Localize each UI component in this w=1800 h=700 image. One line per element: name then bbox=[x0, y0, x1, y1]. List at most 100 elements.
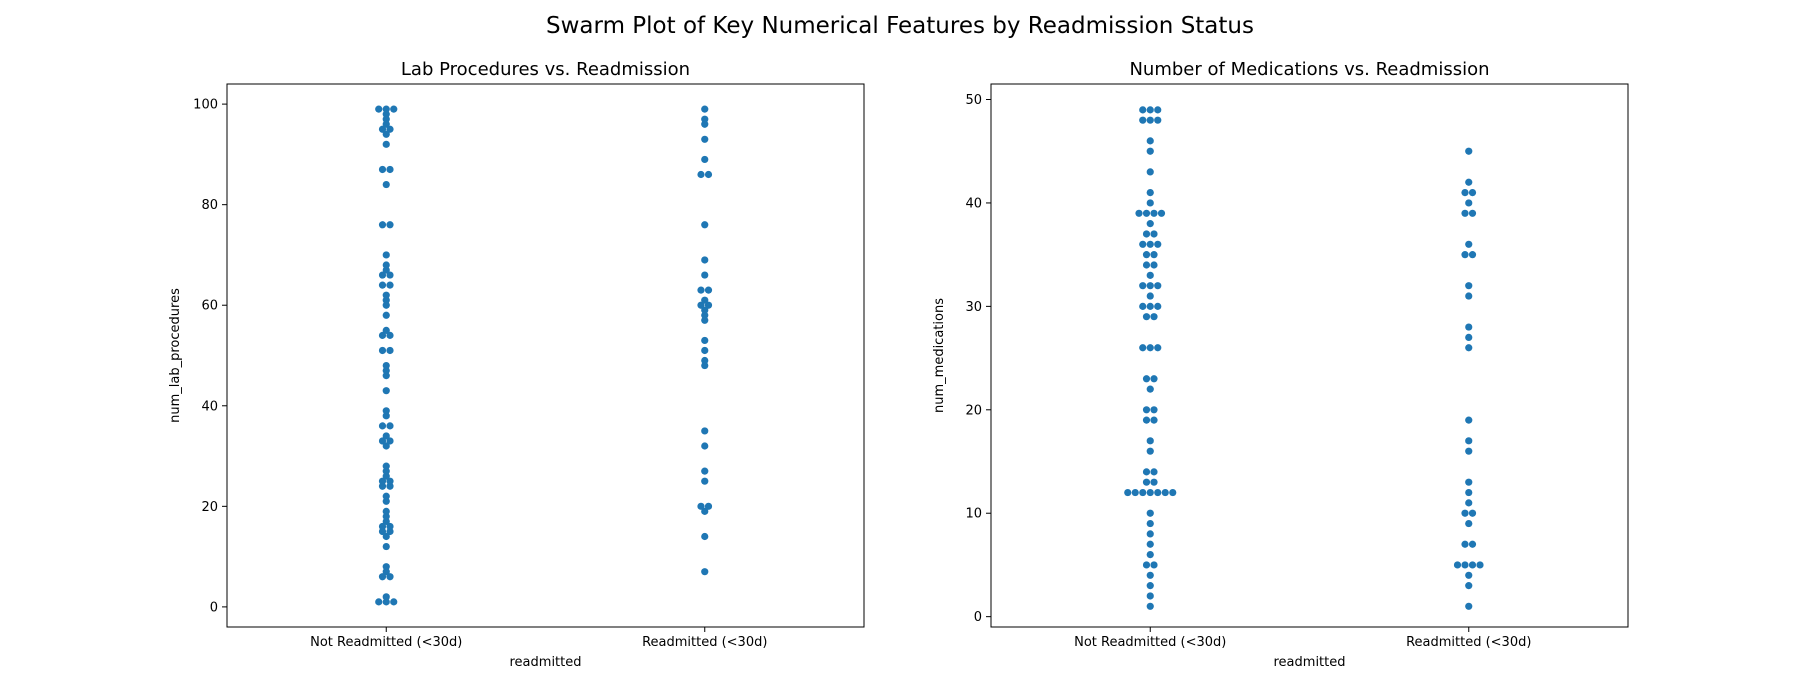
data-point bbox=[1461, 509, 1469, 517]
data-point bbox=[1465, 571, 1473, 579]
data-point bbox=[1465, 240, 1473, 248]
data-point bbox=[701, 467, 709, 475]
data-point bbox=[1146, 344, 1154, 352]
data-point bbox=[386, 422, 394, 430]
data-point bbox=[1161, 488, 1169, 497]
data-point bbox=[1146, 240, 1154, 248]
data-point bbox=[382, 568, 390, 576]
data-point bbox=[382, 512, 390, 520]
data-point bbox=[1146, 551, 1154, 559]
data-point bbox=[386, 477, 394, 485]
data-point bbox=[1142, 416, 1151, 424]
data-point bbox=[375, 598, 383, 606]
data-point bbox=[701, 427, 709, 435]
data-point bbox=[704, 301, 713, 309]
data-point bbox=[1465, 488, 1473, 497]
data-point bbox=[704, 286, 713, 294]
plot-frame bbox=[226, 83, 865, 628]
lab-procedures-swarm-plot: 0 20 40 60 80 100 Not Readmitted (<30d) Readmit… bbox=[168, 59, 865, 670]
y-tick-label: 20 bbox=[201, 500, 218, 515]
x-tick-label: Not Readmitted (<30d) bbox=[310, 635, 462, 650]
data-point bbox=[378, 477, 387, 485]
data-point bbox=[1146, 530, 1154, 538]
data-point bbox=[1465, 602, 1473, 610]
data-point bbox=[382, 372, 390, 380]
y-tick-label: 40 bbox=[201, 399, 218, 414]
data-point bbox=[382, 361, 390, 370]
data-point bbox=[386, 482, 394, 490]
data-point bbox=[382, 532, 390, 541]
data-point bbox=[386, 346, 394, 355]
data-point bbox=[1468, 209, 1477, 217]
data-point bbox=[378, 281, 387, 289]
data-point bbox=[1146, 302, 1154, 310]
data-point bbox=[382, 251, 390, 259]
data-point bbox=[1150, 375, 1158, 383]
data-point bbox=[382, 140, 390, 148]
data-point bbox=[386, 165, 394, 174]
data-point bbox=[382, 462, 390, 470]
data-point bbox=[1157, 209, 1166, 217]
data-point bbox=[1139, 282, 1147, 290]
data-point bbox=[386, 527, 394, 536]
data-point bbox=[1150, 468, 1158, 476]
data-point bbox=[1146, 540, 1154, 548]
data-point bbox=[382, 296, 390, 304]
data-point bbox=[1146, 571, 1154, 579]
data-point bbox=[1465, 499, 1473, 507]
plot-title: Number of Medications vs. Readmission bbox=[1129, 59, 1489, 80]
data-point bbox=[1154, 106, 1162, 114]
data-point bbox=[1150, 406, 1158, 414]
y-tick-label: 60 bbox=[201, 299, 218, 314]
data-point bbox=[378, 271, 387, 279]
data-point bbox=[701, 120, 709, 128]
data-point bbox=[1142, 406, 1151, 414]
y-tick-label: 10 bbox=[965, 507, 982, 522]
y-tick-label: 50 bbox=[965, 93, 982, 108]
data-point bbox=[378, 331, 387, 339]
data-point bbox=[1142, 478, 1151, 486]
data-point bbox=[701, 532, 709, 541]
data-point bbox=[382, 120, 390, 128]
data-point bbox=[1146, 199, 1154, 207]
data-point bbox=[1154, 282, 1162, 290]
data-point bbox=[382, 105, 390, 113]
data-point bbox=[382, 261, 390, 269]
figure-title: Swarm Plot of Key Numerical Features by … bbox=[546, 13, 1254, 39]
data-point bbox=[1146, 106, 1154, 114]
data-point bbox=[375, 105, 383, 113]
data-point bbox=[1142, 375, 1151, 383]
data-point bbox=[701, 316, 709, 324]
data-point bbox=[701, 442, 709, 450]
data-point bbox=[390, 598, 398, 606]
data-point bbox=[701, 296, 709, 304]
data-point bbox=[1146, 168, 1154, 176]
x-tick-label: Readmitted (<30d) bbox=[1406, 635, 1531, 650]
x-tick-label: Readmitted (<30d) bbox=[642, 635, 767, 650]
data-point bbox=[1146, 116, 1154, 124]
data-point bbox=[1150, 478, 1158, 486]
data-point bbox=[386, 522, 394, 531]
data-point bbox=[1468, 251, 1477, 259]
data-point bbox=[1154, 240, 1162, 248]
data-point bbox=[382, 432, 390, 440]
data-point bbox=[382, 326, 390, 334]
data-point bbox=[1146, 137, 1154, 145]
data-point bbox=[1465, 292, 1473, 300]
data-point bbox=[378, 482, 387, 490]
y-axis-label: num_lab_procedures bbox=[168, 288, 183, 423]
data-point bbox=[701, 346, 709, 355]
data-point bbox=[1150, 561, 1158, 569]
data-point bbox=[1150, 209, 1158, 217]
data-point bbox=[382, 387, 390, 395]
data-point bbox=[1142, 468, 1151, 476]
data-point bbox=[1142, 313, 1151, 321]
data-point bbox=[701, 311, 709, 319]
data-point bbox=[1465, 582, 1473, 590]
y-tick-label: 20 bbox=[965, 403, 982, 418]
data-point bbox=[378, 522, 387, 531]
data-point bbox=[1131, 488, 1139, 497]
data-point bbox=[378, 422, 387, 430]
data-point bbox=[1154, 488, 1162, 497]
